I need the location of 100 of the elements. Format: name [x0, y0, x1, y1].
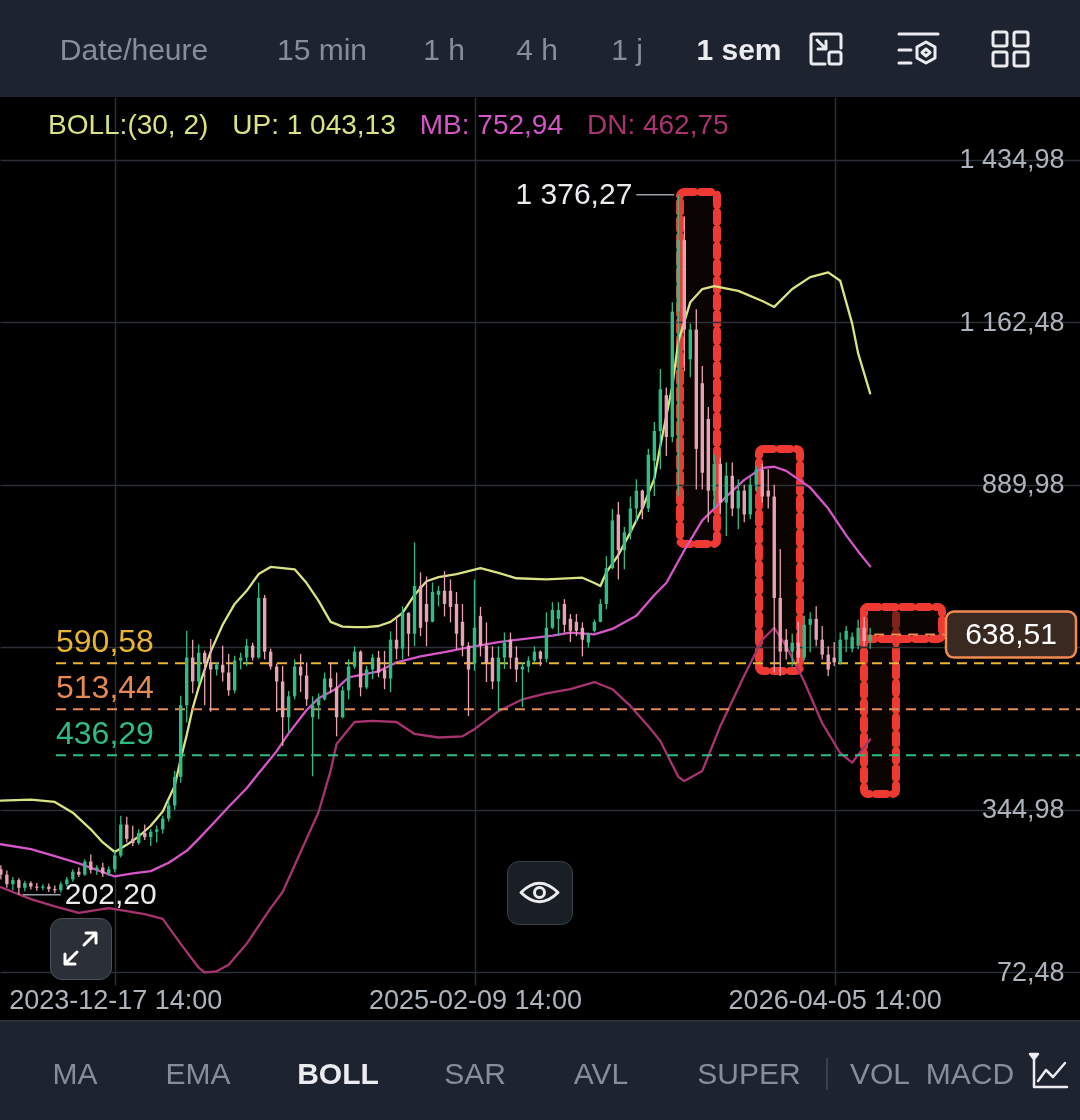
- candlestick: [814, 605, 818, 647]
- candlestick: [730, 461, 734, 517]
- candlestick: [202, 649, 207, 706]
- text: 1 j: [611, 32, 643, 66]
- text: DN: 462,75: [586, 109, 729, 141]
- candlestick: [286, 690, 291, 733]
- candlestick: [868, 627, 872, 650]
- candlestick: [766, 468, 770, 510]
- candlestick: [616, 501, 621, 581]
- x-tick-label: 2026-04-05 14:00: [728, 984, 942, 1015]
- x-tick-label: 2025-02-09 14:00: [368, 984, 583, 1015]
- candlestick: [652, 421, 657, 497]
- candlestick: [664, 386, 669, 457]
- candlestick: [208, 638, 213, 713]
- text: SUPER: [697, 1056, 801, 1090]
- candlestick: [430, 581, 435, 624]
- candlestick: [316, 692, 321, 720]
- candlestick: [346, 658, 351, 700]
- candlestick: [802, 615, 806, 662]
- candlestick: [610, 508, 615, 570]
- text: Date/heure: [59, 32, 209, 66]
- candlestick: [862, 616, 866, 647]
- candlestick: [844, 625, 848, 653]
- candlestick: [394, 615, 399, 661]
- candlestick: [694, 308, 698, 491]
- candlestick: [688, 322, 693, 378]
- text: AVL: [573, 1056, 629, 1090]
- candlestick: [478, 606, 483, 658]
- text: SAR: [444, 1056, 506, 1090]
- line-series: [0, 626, 872, 974]
- y-tick-label: 889,98: [981, 469, 1065, 500]
- candlestick: [724, 461, 728, 537]
- candlestick: [838, 631, 842, 666]
- candlestick: [167, 800, 171, 823]
- candlestick: [220, 645, 225, 683]
- text: 1 sem: [696, 32, 782, 66]
- candlestick: [185, 630, 189, 724]
- candlestick: [646, 448, 651, 513]
- candlestick: [340, 685, 345, 720]
- candlestick: [856, 618, 860, 650]
- candlestick: [826, 645, 830, 677]
- candlestick: [520, 661, 525, 708]
- candlestick: [400, 605, 405, 661]
- candlestick: [628, 495, 633, 541]
- ref-line-label: 513,44: [56, 669, 154, 706]
- text: 1 h: [423, 32, 465, 66]
- y-tick-label: 1 434,98: [959, 144, 1065, 175]
- candlestick: [790, 633, 794, 668]
- candlestick: [191, 639, 195, 695]
- candlestick: [197, 643, 201, 686]
- candlestick: [304, 661, 309, 707]
- candlestick: [472, 578, 477, 672]
- candlestick: [544, 611, 549, 664]
- candlestick: [574, 613, 579, 637]
- candlestick: [119, 814, 123, 859]
- candlestick: [454, 591, 459, 650]
- candlestick: [556, 601, 561, 637]
- candlestick: [850, 631, 854, 653]
- candlestick: [328, 661, 333, 694]
- candlestick: [832, 641, 836, 667]
- candlestick: [562, 598, 567, 634]
- ref-line-label: 590,58: [56, 623, 154, 660]
- candlestick: [334, 671, 339, 737]
- text: EMA: [165, 1056, 231, 1090]
- y-tick-label: 72,48: [996, 956, 1065, 987]
- text: 15 min: [276, 32, 368, 66]
- y-tick-label: 344,98: [981, 794, 1065, 825]
- text: MA: [52, 1056, 98, 1090]
- candlestick: [256, 581, 261, 660]
- text: VOL: [849, 1056, 911, 1090]
- candlestick: [706, 406, 710, 523]
- annotation: 202,20: [64, 876, 157, 910]
- candlestick: [232, 655, 237, 695]
- legend-title: BOLL:(30, 2): [48, 109, 209, 141]
- candlestick: [676, 193, 681, 498]
- candlestick: [718, 457, 722, 516]
- ref-line-label: 436,29: [56, 715, 154, 752]
- text: BOLL: [297, 1056, 379, 1090]
- candlestick: [262, 594, 267, 661]
- candlestick: [418, 571, 423, 637]
- text: MB: 752,94: [419, 109, 563, 141]
- ref-line-label: 638,51: [965, 616, 1057, 650]
- line-series: [0, 271, 872, 854]
- text: MACD: [925, 1056, 1015, 1090]
- candlestick: [406, 611, 411, 658]
- candlestick: [772, 483, 776, 674]
- candlestick: [808, 611, 812, 653]
- candlestick: [700, 365, 704, 491]
- text: UP: 1 043,13: [232, 109, 396, 141]
- x-tick-label: 2023-12-17 14:00: [9, 984, 223, 1015]
- candlestick: [778, 548, 782, 677]
- candlestick: [748, 475, 752, 520]
- candlestick: [670, 301, 675, 443]
- candlestick: [760, 463, 764, 504]
- candlestick: [466, 641, 471, 717]
- candlestick: [173, 770, 177, 811]
- candlestick: [496, 645, 501, 712]
- candlestick: [658, 368, 663, 470]
- candlestick: [292, 658, 297, 700]
- y-tick-label: 1 162,48: [959, 306, 1065, 337]
